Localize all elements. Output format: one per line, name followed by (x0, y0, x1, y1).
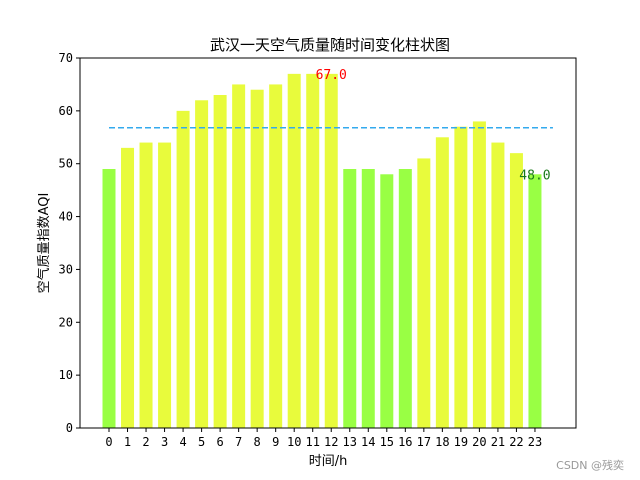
bar-12 (324, 73, 338, 429)
bar-20 (472, 121, 486, 429)
bar-23 (528, 174, 542, 428)
bars (102, 73, 542, 429)
bar-11 (306, 73, 320, 429)
bar-2 (139, 142, 153, 428)
x-tick-label: 12 (324, 435, 338, 449)
bar-7 (232, 84, 246, 429)
x-tick-label: 17 (417, 435, 431, 449)
y-ticks: 0 10 20 30 40 50 60 70 (59, 51, 80, 435)
bar-16 (398, 169, 412, 428)
bar-3 (158, 142, 172, 428)
x-tick-label: 19 (454, 435, 468, 449)
y-tick-label: 20 (59, 315, 73, 329)
bar-18 (435, 137, 449, 429)
x-axis-label: 时间/h (309, 454, 348, 469)
bar-15 (380, 174, 394, 428)
x-tick-label: 10 (287, 435, 301, 449)
x-tick-label: 15 (380, 435, 394, 449)
y-axis-label: 空气质量指数AQI (36, 193, 52, 294)
y-tick-label: 50 (59, 157, 73, 171)
x-tick-label: 22 (509, 435, 523, 449)
plot-frame (79, 57, 577, 429)
x-tick-label: 2 (142, 435, 149, 449)
x-tick-label: 5 (198, 435, 205, 449)
x-tick-label: 13 (343, 435, 357, 449)
x-tick-label: 3 (161, 435, 168, 449)
x-tick-label: 16 (398, 435, 412, 449)
x-ticks: 0 1 2 3 4 5 6 7 8 9 10 11 12 13 14 15 16 17 18 19 20 21 22 23 (105, 428, 542, 449)
x-tick-label: 23 (528, 435, 542, 449)
y-tick-label: 40 (59, 210, 73, 224)
annotation-23: 48.0 (519, 168, 550, 183)
bar-8 (250, 89, 264, 429)
bar-4 (176, 110, 190, 429)
x-tick-label: 20 (472, 435, 486, 449)
x-tick-label: 4 (179, 435, 186, 449)
y-tick-label: 60 (59, 104, 73, 118)
bar-21 (491, 142, 505, 428)
y-tick-label: 0 (66, 421, 73, 435)
chart-title: 武汉一天空气质量随时间变化柱状图 (210, 36, 450, 54)
x-tick-label: 7 (235, 435, 242, 449)
bar-1 (121, 147, 135, 429)
x-tick-label: 0 (105, 435, 112, 449)
annotations: 67.0 48.0 (316, 68, 551, 183)
x-tick-label: 11 (305, 435, 319, 449)
x-tick-label: 8 (254, 435, 261, 449)
annotation-12: 67.0 (316, 68, 347, 83)
bar-0 (102, 169, 116, 428)
y-tick-label: 10 (59, 368, 73, 382)
x-tick-label: 18 (435, 435, 449, 449)
x-tick-label: 21 (491, 435, 505, 449)
bar-5 (195, 100, 209, 428)
bar-6 (213, 95, 227, 428)
x-tick-label: 6 (217, 435, 224, 449)
y-tick-label: 30 (59, 262, 73, 276)
x-tick-label: 14 (361, 435, 375, 449)
watermark: CSDN @残奕 (556, 458, 624, 472)
bar-10 (287, 73, 301, 429)
x-tick-label: 1 (124, 435, 131, 449)
x-tick-label: 9 (272, 435, 279, 449)
bar-13 (343, 169, 357, 428)
bar-9 (269, 84, 283, 429)
bar-14 (361, 169, 375, 428)
bar-17 (417, 158, 431, 428)
y-tick-label: 70 (59, 51, 73, 65)
bar-22 (509, 153, 523, 428)
bar-19 (454, 126, 468, 429)
